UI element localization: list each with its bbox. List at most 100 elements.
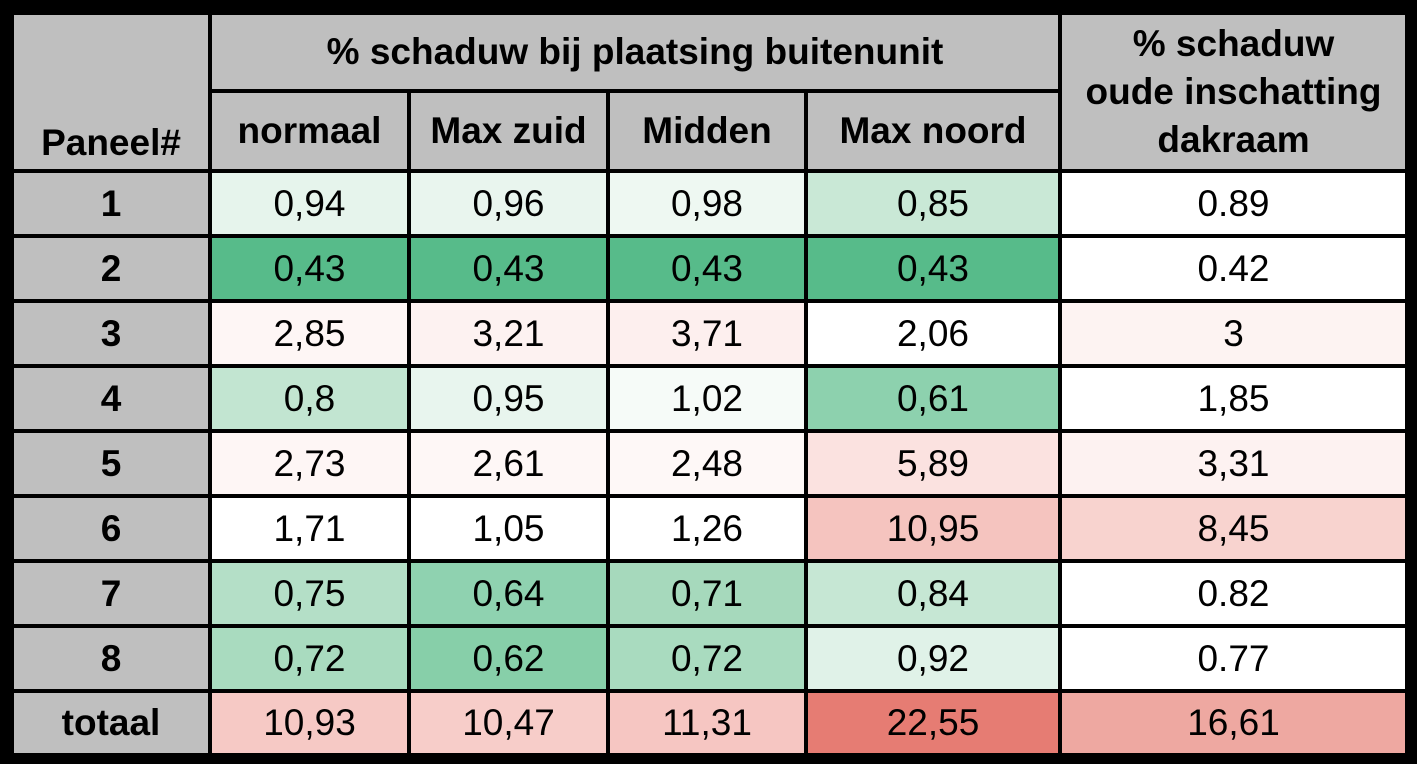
total-cell-oud[interactable]: 16,61 <box>1058 689 1409 757</box>
cell-midden[interactable]: 0,71 <box>606 559 808 628</box>
cell-value-normaal: 0,8 <box>283 377 336 419</box>
cell-normaal[interactable]: 0,75 <box>208 559 411 628</box>
cell-normaal[interactable]: 0,43 <box>208 234 411 303</box>
cell-value-max-zuid: 0,62 <box>472 637 545 679</box>
cell-value-midden: 3,71 <box>670 312 743 354</box>
cell-max-zuid[interactable]: 0,64 <box>407 559 610 628</box>
header-midden[interactable]: Midden <box>606 89 808 173</box>
cell-max-noord[interactable]: 0,92 <box>804 624 1062 693</box>
cell-max-noord[interactable]: 5,89 <box>804 429 1062 498</box>
cell-normaal[interactable]: 0,94 <box>208 169 411 238</box>
cell-value-max-noord: 0,43 <box>896 247 969 289</box>
total-label: totaal <box>61 702 161 743</box>
row-label: 8 <box>100 637 122 679</box>
cell-max-noord[interactable]: 0,43 <box>804 234 1062 303</box>
header-group-placement[interactable]: % schaduw bij plaatsing buitenunit <box>208 11 1062 93</box>
cell-max-zuid[interactable]: 2,61 <box>407 429 610 498</box>
row-label: 4 <box>100 377 122 419</box>
table-row: 8 0,72 0,62 0,72 0,92 0.77 <box>10 624 1409 693</box>
header-group-placement-label: % schaduw bij plaatsing buitenunit <box>326 31 944 72</box>
cell-normaal[interactable]: 2,85 <box>208 299 411 368</box>
cell-midden[interactable]: 3,71 <box>606 299 808 368</box>
row-label: 1 <box>100 182 122 224</box>
total-label-cell[interactable]: totaal <box>10 689 212 757</box>
cell-max-zuid[interactable]: 0,96 <box>407 169 610 238</box>
cell-value-midden: 0,43 <box>670 247 743 289</box>
row-label-cell[interactable]: 1 <box>10 169 212 238</box>
cell-oud[interactable]: 8,45 <box>1058 494 1409 563</box>
cell-max-noord[interactable]: 0,85 <box>804 169 1062 238</box>
cell-value-normaal: 1,71 <box>273 507 346 549</box>
row-label: 7 <box>100 572 122 614</box>
total-cell-normaal[interactable]: 10,93 <box>208 689 411 757</box>
cell-oud[interactable]: 0.77 <box>1058 624 1409 693</box>
cell-value-normaal: 0,43 <box>273 247 346 289</box>
table-row: 2 0,43 0,43 0,43 0,43 0.42 <box>10 234 1409 303</box>
cell-max-noord[interactable]: 0,61 <box>804 364 1062 433</box>
cell-oud[interactable]: 3,31 <box>1058 429 1409 498</box>
row-label-cell[interactable]: 4 <box>10 364 212 433</box>
cell-value-midden: 0,72 <box>670 637 743 679</box>
cell-max-noord[interactable]: 0,84 <box>804 559 1062 628</box>
cell-midden[interactable]: 0,98 <box>606 169 808 238</box>
cell-value-max-noord: 10,95 <box>886 507 980 549</box>
total-cell-midden[interactable]: 11,31 <box>606 689 808 757</box>
row-label-cell[interactable]: 8 <box>10 624 212 693</box>
cell-midden[interactable]: 0,43 <box>606 234 808 303</box>
cell-midden[interactable]: 1,02 <box>606 364 808 433</box>
cell-value-oud: 8,45 <box>1197 507 1270 549</box>
row-label-cell[interactable]: 2 <box>10 234 212 303</box>
row-label-cell[interactable]: 7 <box>10 559 212 628</box>
cell-midden[interactable]: 1,26 <box>606 494 808 563</box>
cell-oud[interactable]: 0.82 <box>1058 559 1409 628</box>
cell-normaal[interactable]: 2,73 <box>208 429 411 498</box>
cell-value-oud: 3 <box>1223 312 1244 354</box>
cell-max-zuid[interactable]: 0,62 <box>407 624 610 693</box>
total-value-max-noord: 22,55 <box>886 702 980 743</box>
cell-max-zuid[interactable]: 0,43 <box>407 234 610 303</box>
cell-normaal[interactable]: 0,8 <box>208 364 411 433</box>
header-old-estimate[interactable]: % schaduw oude inschatting dakraam <box>1058 11 1409 173</box>
row-label-cell[interactable]: 3 <box>10 299 212 368</box>
table-row: 6 1,71 1,05 1,26 10,95 8,45 <box>10 494 1409 563</box>
total-cell-max-noord[interactable]: 22,55 <box>804 689 1062 757</box>
cell-value-max-zuid: 0,96 <box>472 182 545 224</box>
header-old-estimate-line-3: dakraam <box>1157 119 1310 160</box>
row-label-cell[interactable]: 5 <box>10 429 212 498</box>
cell-value-max-zuid: 2,61 <box>472 442 545 484</box>
cell-value-max-zuid: 0,43 <box>472 247 545 289</box>
header-panel-number[interactable]: Paneel# <box>10 11 212 173</box>
header-old-estimate-line-2: oude inschatting <box>1085 71 1382 112</box>
cell-normaal[interactable]: 1,71 <box>208 494 411 563</box>
cell-value-normaal: 0,72 <box>273 637 346 679</box>
cell-max-zuid[interactable]: 0,95 <box>407 364 610 433</box>
header-max-zuid[interactable]: Max zuid <box>407 89 610 173</box>
cell-max-zuid[interactable]: 3,21 <box>407 299 610 368</box>
cell-value-midden: 0,98 <box>670 182 743 224</box>
cell-midden[interactable]: 2,48 <box>606 429 808 498</box>
cell-midden[interactable]: 0,72 <box>606 624 808 693</box>
cell-value-normaal: 0,75 <box>273 572 346 614</box>
row-label: 3 <box>100 312 122 354</box>
cell-value-max-zuid: 0,95 <box>472 377 545 419</box>
cell-value-normaal: 2,85 <box>273 312 346 354</box>
cell-value-midden: 2,48 <box>670 442 743 484</box>
header-normaal[interactable]: normaal <box>208 89 411 173</box>
cell-max-noord[interactable]: 10,95 <box>804 494 1062 563</box>
header-midden-label: Midden <box>642 110 772 151</box>
header-max-noord[interactable]: Max noord <box>804 89 1062 173</box>
cell-normaal[interactable]: 0,72 <box>208 624 411 693</box>
cell-max-noord[interactable]: 2,06 <box>804 299 1062 368</box>
cell-oud[interactable]: 1,85 <box>1058 364 1409 433</box>
row-label-cell[interactable]: 6 <box>10 494 212 563</box>
cell-oud[interactable]: 0.42 <box>1058 234 1409 303</box>
total-cell-max-zuid[interactable]: 10,47 <box>407 689 610 757</box>
cell-oud[interactable]: 0.89 <box>1058 169 1409 238</box>
cell-max-zuid[interactable]: 1,05 <box>407 494 610 563</box>
cell-value-max-noord: 2,06 <box>896 312 969 354</box>
cell-value-max-noord: 0,61 <box>896 377 969 419</box>
cell-oud[interactable]: 3 <box>1058 299 1409 368</box>
cell-value-oud: 0.89 <box>1197 182 1270 224</box>
cell-value-max-noord: 0,84 <box>896 572 969 614</box>
